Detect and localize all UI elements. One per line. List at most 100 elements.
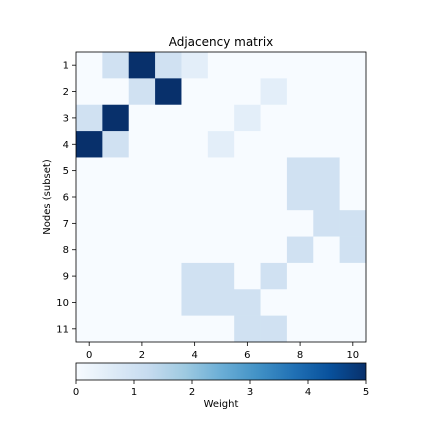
heatmap-cell <box>260 315 288 343</box>
heatmap-cell <box>286 315 314 343</box>
heatmap-cell <box>313 315 340 343</box>
heatmap-cell <box>155 262 182 290</box>
heatmap-cell <box>155 315 182 343</box>
heatmap-cell <box>234 157 261 185</box>
heatmap-cell <box>155 183 182 211</box>
heatmap-cell <box>155 236 182 264</box>
heatmap-cell <box>207 78 235 106</box>
y-tick-label: 6 <box>63 193 69 204</box>
heatmap-cell <box>339 289 367 316</box>
heatmap-cell <box>313 236 340 264</box>
heatmap-cell <box>76 289 103 316</box>
heatmap-cell <box>286 52 314 79</box>
heatmap-cell <box>76 262 103 290</box>
y-tick-label: 3 <box>63 113 69 124</box>
heatmap-cell <box>207 183 235 211</box>
heatmap-cell <box>128 104 156 132</box>
heatmap-cell <box>181 236 209 264</box>
heatmap-cell <box>207 52 235 79</box>
heatmap-cell <box>181 183 209 211</box>
heatmap-cell <box>234 315 261 343</box>
heatmap-cell <box>313 157 340 185</box>
x-tick-label: 4 <box>191 350 197 361</box>
heatmap-cell <box>181 210 209 237</box>
heatmap-cell <box>76 315 103 343</box>
heatmap-cell <box>313 289 340 316</box>
heatmap-cell <box>234 52 261 79</box>
heatmap-cell <box>76 157 103 185</box>
heatmap-cell <box>207 131 235 158</box>
y-tick-label: 5 <box>63 166 69 177</box>
heatmap-cell <box>234 289 261 316</box>
heatmap-cell <box>207 315 235 343</box>
colorbar-label: Weight <box>204 399 239 410</box>
heatmap-cell <box>102 210 130 237</box>
heatmap-cell <box>339 210 367 237</box>
heatmap-cell <box>207 236 235 264</box>
heatmap-cell <box>234 78 261 106</box>
heatmap-cell <box>207 289 235 316</box>
x-tick-label: 0 <box>86 350 92 361</box>
y-axis-label: Nodes (subset) <box>42 159 53 235</box>
heatmap-cell <box>286 262 314 290</box>
heatmap-cell <box>76 78 103 106</box>
colorbar-tick-label: 1 <box>131 387 137 398</box>
heatmap-cell <box>181 157 209 185</box>
heatmap-cell <box>260 78 288 106</box>
heatmap-cell <box>128 210 156 237</box>
heatmap-cell <box>339 262 367 290</box>
heatmap-cell <box>128 236 156 264</box>
heatmap-cell <box>286 183 314 211</box>
heatmap-cell <box>234 183 261 211</box>
x-axis-ticks: 0 2 4 6 8 10 <box>86 342 359 361</box>
y-tick-label: 11 <box>56 324 69 335</box>
heatmap-cell <box>128 52 156 79</box>
y-tick-label: 4 <box>63 140 69 151</box>
heatmap-cell <box>102 236 130 264</box>
heatmap-cell <box>102 262 130 290</box>
heatmap-cell <box>260 289 288 316</box>
heatmap-cell <box>155 289 182 316</box>
heatmap-cell <box>102 289 130 316</box>
heatmap-cell <box>313 210 340 237</box>
heatmap-cell <box>313 262 340 290</box>
heatmap-cell <box>76 131 103 158</box>
heatmap-cell <box>339 315 367 343</box>
colorbar-tick-label: 0 <box>73 387 79 398</box>
heatmap-cell <box>339 104 367 132</box>
heatmap-cell <box>313 78 340 106</box>
heatmap-cell <box>260 104 288 132</box>
heatmap-cell <box>128 157 156 185</box>
heatmap-cell <box>339 131 367 158</box>
heatmap-cell <box>207 157 235 185</box>
heatmap-cells <box>76 52 367 343</box>
heatmap-cell <box>76 183 103 211</box>
heatmap-cell <box>128 315 156 343</box>
heatmap-cell <box>102 315 130 343</box>
colorbar-ticks: 0 1 2 3 4 5 <box>73 380 369 398</box>
heatmap-cell <box>207 262 235 290</box>
heatmap-cell <box>181 131 209 158</box>
heatmap-cell <box>339 78 367 106</box>
heatmap-cell <box>155 52 182 79</box>
heatmap-cell <box>313 104 340 132</box>
heatmap-cell <box>313 131 340 158</box>
x-tick-label: 6 <box>244 350 250 361</box>
heatmap-cell <box>155 78 182 106</box>
colorbar-tick-label: 2 <box>189 387 195 398</box>
heatmap-cell <box>155 157 182 185</box>
heatmap-cell <box>339 157 367 185</box>
heatmap-cell <box>260 52 288 79</box>
heatmap-cell <box>102 183 130 211</box>
heatmap-cell <box>128 78 156 106</box>
heatmap-cell <box>313 183 340 211</box>
heatmap-cell <box>181 315 209 343</box>
heatmap-cell <box>234 236 261 264</box>
heatmap-cell <box>102 157 130 185</box>
colorbar-tick-label: 5 <box>363 387 369 398</box>
heatmap-cell <box>155 210 182 237</box>
heatmap-cell <box>102 131 130 158</box>
y-tick-label: 10 <box>56 298 69 309</box>
heatmap-cell <box>260 236 288 264</box>
